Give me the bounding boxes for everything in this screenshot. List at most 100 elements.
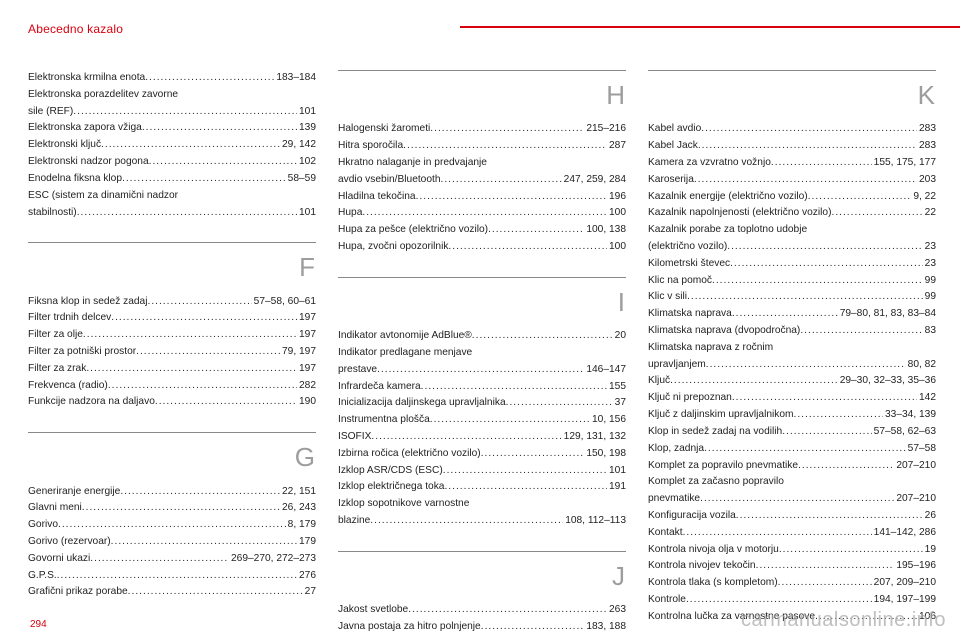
index-entry-pages: 190 — [297, 394, 316, 410]
index-entry-label: Elektronska zapora vžiga — [28, 120, 142, 136]
index-entry-label: Glavni meni — [28, 500, 82, 516]
index-entry-label: Inicializacija daljinskega upravljalnika — [338, 395, 506, 411]
index-entry-label: stabilnosti) — [28, 205, 77, 221]
leader-dots — [448, 239, 607, 255]
leader-dots — [694, 172, 917, 188]
leader-dots — [77, 205, 297, 221]
index-entry: Kazalnik napolnjenosti (električno vozil… — [648, 205, 936, 221]
index-entry-pages: 108, 112–113 — [563, 513, 626, 529]
index-entry: Jakost svetlobe263 — [338, 602, 626, 618]
index-entry: Kabel avdio283 — [648, 121, 936, 137]
index-entry-label: Ključ ni prepoznan — [648, 390, 732, 406]
index-entry: avdio vsebin/Bluetooth247, 259, 284 — [338, 172, 626, 188]
index-entry: Komplet za začasno popravilo — [648, 474, 936, 490]
index-entry-label: Halogenski žarometi — [338, 121, 430, 137]
leader-dots — [687, 289, 923, 305]
index-entry: Kontrola tlaka (s kompletom)207, 209–210 — [648, 575, 936, 591]
index-entry-label: Kazalnik napolnjenosti (električno vozil… — [648, 205, 831, 221]
header-red-rule — [460, 26, 960, 28]
index-entry-label: Indikator avtonomije AdBlue® — [338, 328, 472, 344]
index-entry-label: Izklop sopotnikove varnostne — [338, 496, 469, 512]
index-entry-pages: 195–196 — [894, 558, 936, 574]
index-column: Elektronska krmilna enota183–184Elektron… — [28, 70, 316, 636]
leader-dots — [771, 155, 872, 171]
index-entry-pages: 29–30, 32–33, 35–36 — [838, 373, 936, 389]
section-rule — [648, 70, 936, 71]
index-entry-label: Filter trdnih delcev — [28, 310, 111, 326]
index-entry-label: Klic na pomoč — [648, 273, 712, 289]
index-entry-pages: 100 — [607, 205, 626, 221]
index-entry: (električno vozilo)23 — [648, 239, 936, 255]
index-entry: Infrardeča kamera155 — [338, 379, 626, 395]
index-entry: Glavni meni26, 243 — [28, 500, 316, 516]
leader-dots — [727, 239, 922, 255]
index-entry: Enodelna fiksna klop58–59 — [28, 171, 316, 187]
leader-dots — [108, 378, 297, 394]
index-entry: Elektronska porazdelitev zavorne — [28, 87, 316, 103]
leader-dots — [147, 294, 251, 310]
leader-dots — [481, 619, 585, 635]
index-entry: Hladilna tekočina196 — [338, 189, 626, 205]
index-entry: blazine108, 112–113 — [338, 513, 626, 529]
index-entry: Ključ29–30, 32–33, 35–36 — [648, 373, 936, 389]
leader-dots — [706, 357, 906, 373]
leader-dots — [83, 327, 297, 343]
leader-dots — [421, 379, 607, 395]
index-entry-pages: 287 — [607, 138, 626, 154]
index-entry-pages: 142 — [917, 390, 936, 406]
index-entry-pages: 20 — [613, 328, 626, 344]
index-entry-pages: 8, 179 — [286, 517, 316, 533]
leader-dots — [756, 558, 895, 574]
index-entry-pages: 183–184 — [274, 70, 316, 86]
index-entry-label: Izklop ASR/CDS (ESC) — [338, 463, 443, 479]
index-entry-label: Karoserija — [648, 172, 694, 188]
index-entry-pages: 207–210 — [894, 458, 936, 474]
index-entry: Inicializacija daljinskega upravljalnika… — [338, 395, 626, 411]
index-entry: Klimatska naprava (dvopodročna)83 — [648, 323, 936, 339]
section-rule — [28, 242, 316, 243]
index-entry-label: Konfiguracija vozila — [648, 508, 736, 524]
section-rule — [338, 551, 626, 552]
leader-dots — [90, 551, 229, 567]
leader-dots — [712, 273, 923, 289]
leader-dots — [136, 344, 280, 360]
index-entry-label: Kabel avdio — [648, 121, 701, 137]
index-entry-label: Klic v sili — [648, 289, 687, 305]
index-entry-label: Kontrola nivoja olja v motorju — [648, 542, 779, 558]
index-entry-pages: 129, 131, 132 — [562, 429, 626, 445]
leader-dots — [730, 256, 923, 272]
index-entry: Kilometrski števec23 — [648, 256, 936, 272]
leader-dots — [142, 120, 297, 136]
index-entry: Karoserija203 — [648, 172, 936, 188]
section-letter: I — [338, 282, 626, 322]
index-entry: Hupa za pešce (električno vozilo)100, 13… — [338, 222, 626, 238]
index-entry-pages: 10, 156 — [590, 412, 626, 428]
index-entry-label: Generiranje energije — [28, 484, 120, 500]
index-entry-pages: 101 — [297, 205, 316, 221]
leader-dots — [800, 323, 922, 339]
index-entry-label: Kamera za vzvratno vožnjo — [648, 155, 771, 171]
index-entry-label: prestave — [338, 362, 377, 378]
index-column: HHalogenski žarometi215–216Hitra sporoči… — [338, 70, 626, 636]
leader-dots — [101, 137, 280, 153]
index-entry-pages: 207, 209–210 — [872, 575, 936, 591]
index-entry: Halogenski žarometi215–216 — [338, 121, 626, 137]
index-entry-label: Javna postaja za hitro polnjenje — [338, 619, 481, 635]
page-root: Abecedno kazalo Elektronska krmilna enot… — [0, 0, 960, 640]
section-letter: F — [28, 247, 316, 287]
leader-dots — [506, 395, 613, 411]
index-entry: Elektronska krmilna enota183–184 — [28, 70, 316, 86]
index-entry: ISOFIX129, 131, 132 — [338, 429, 626, 445]
index-entry-label: Infrardeča kamera — [338, 379, 421, 395]
index-entry-pages: 83 — [923, 323, 936, 339]
leader-dots — [441, 172, 562, 188]
leader-dots — [86, 361, 297, 377]
index-entry-pages: 19 — [923, 542, 936, 558]
leader-dots — [120, 484, 280, 500]
index-entry: Klimatska naprava79–80, 81, 83, 83–84 — [648, 306, 936, 322]
index-entry: pnevmatike207–210 — [648, 491, 936, 507]
index-entry-pages: 80, 82 — [906, 357, 936, 373]
index-entry-label: Fiksna klop in sedež zadaj — [28, 294, 147, 310]
index-entry-label: Hladilna tekočina — [338, 189, 416, 205]
index-entry-label: G.P.S. — [28, 568, 57, 584]
